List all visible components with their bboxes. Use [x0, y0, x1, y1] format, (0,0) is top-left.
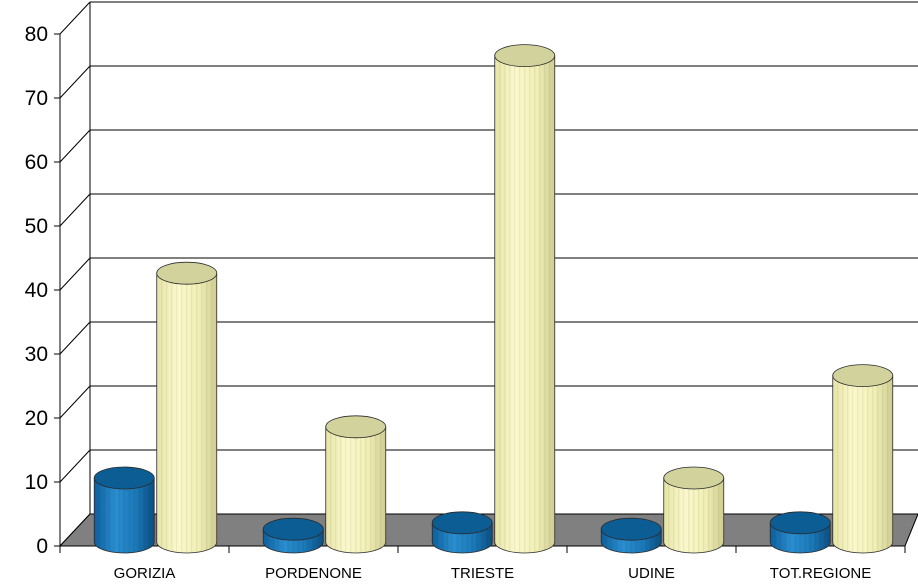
gridline-depth: [59, 449, 91, 483]
y-tick-label: 0: [36, 535, 48, 558]
y-tick-label: 20: [25, 407, 48, 430]
x-axis-labels: GORIZIA PORDENONE TRIESTE UDINE TOT.REGIONE: [59, 546, 906, 582]
bars: [93, 44, 894, 554]
x-tick-label: PORDENONE: [265, 565, 362, 582]
bar-series-2-trieste: [494, 44, 556, 554]
gridline-depth: [59, 129, 91, 163]
y-tick-label: 80: [25, 23, 48, 46]
y-tick-label: 70: [25, 87, 48, 110]
bar-series-2-udine: [663, 466, 725, 554]
gridline-depth: [59, 65, 91, 99]
y-tick-label: 10: [25, 471, 48, 494]
bar-series-1-udine: [600, 517, 662, 554]
x-tick-label: GORIZIA: [114, 565, 176, 582]
gridline-depth: [59, 321, 91, 355]
gridline-depth: [59, 1, 91, 35]
gridline-depth: [59, 193, 91, 227]
y-tick-label: 30: [25, 343, 48, 366]
bar-series-2-gorizia: [156, 261, 218, 554]
y-tick-label: 40: [25, 279, 48, 302]
y-axis: 0 10 20 30 40 50 60 70 80: [25, 23, 61, 558]
bar-series-1-gorizia: [93, 466, 155, 554]
bar-series-1-pordenone: [262, 517, 324, 554]
bar-series-1-trieste: [431, 511, 493, 554]
x-tick-label: TRIESTE: [451, 565, 514, 582]
x-tick-label: TOT.REGIONE: [770, 565, 871, 582]
y-tick-label: 60: [25, 151, 48, 174]
bar-series-2-tot-regione: [832, 364, 894, 554]
gridline-depth: [59, 385, 91, 419]
bar-series-1-tot-regione: [769, 511, 831, 554]
x-tick-label: UDINE: [628, 565, 675, 582]
gridline-depth: [59, 257, 91, 291]
bar-series-2-pordenone: [325, 415, 387, 554]
y-tick-label: 50: [25, 215, 48, 238]
